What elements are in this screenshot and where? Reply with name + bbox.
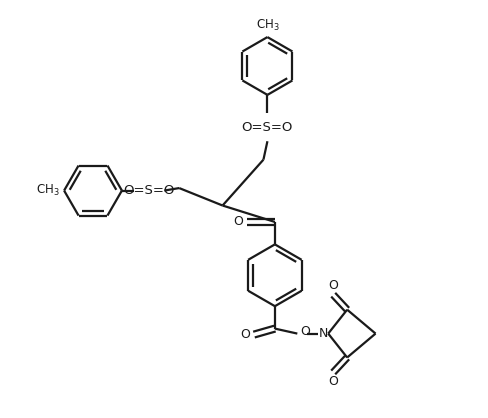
Text: O: O [234,215,244,229]
Text: O: O [300,325,310,338]
Text: O: O [328,279,338,292]
Text: CH$_3$: CH$_3$ [37,183,60,198]
Text: N: N [319,327,328,340]
Text: O=S=O: O=S=O [242,121,293,134]
Text: O=S=O: O=S=O [123,184,175,197]
Text: CH$_3$: CH$_3$ [256,18,279,33]
Text: O: O [240,328,250,341]
Text: O: O [328,375,338,388]
